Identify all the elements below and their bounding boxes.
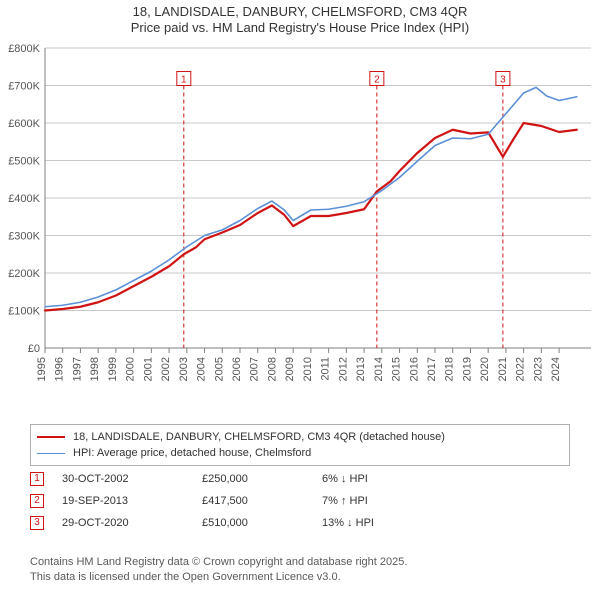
svg-text:£0: £0 (28, 343, 40, 355)
svg-text:1998: 1998 (89, 357, 101, 381)
sale-price: £510,000 (202, 512, 322, 534)
svg-text:1996: 1996 (54, 357, 66, 381)
legend-swatch (37, 453, 65, 454)
title-subtitle: Price paid vs. HM Land Registry's House … (0, 20, 600, 36)
svg-text:£100K: £100K (8, 306, 40, 318)
svg-text:2019: 2019 (461, 357, 473, 381)
sale-marker-badge: 3 (30, 516, 44, 530)
line-chart-svg: £0 £100K £200K £300K £400K £500K £600K £700K £80… (0, 40, 600, 420)
sale-date: 30-OCT-2002 (62, 468, 202, 490)
legend-swatch (37, 436, 65, 438)
svg-text:2013: 2013 (355, 357, 367, 381)
svg-text:2003: 2003 (178, 357, 190, 381)
svg-text:2007: 2007 (249, 357, 261, 381)
svg-text:2015: 2015 (391, 357, 403, 381)
svg-text:2008: 2008 (266, 357, 278, 381)
title-address: 18, LANDISDALE, DANBURY, CHELMSFORD, CM3… (0, 4, 600, 20)
sale-delta: 7% ↑ HPI (322, 490, 462, 512)
sale-delta: 6% ↓ HPI (322, 468, 462, 490)
legend: 18, LANDISDALE, DANBURY, CHELMSFORD, CM3… (30, 424, 570, 466)
license-line-1: Contains HM Land Registry data © Crown c… (30, 555, 570, 569)
license-line-2: This data is licensed under the Open Gov… (30, 570, 570, 584)
sales-table: 1 30-OCT-2002£250,0006% ↓ HPI 2 19-SEP-2013… (30, 468, 570, 534)
svg-text:3: 3 (500, 75, 506, 86)
svg-text:2020: 2020 (479, 357, 491, 381)
svg-text:£500K: £500K (8, 156, 40, 168)
svg-text:2024: 2024 (550, 357, 562, 381)
svg-text:2023: 2023 (532, 357, 544, 381)
svg-text:1999: 1999 (107, 357, 119, 381)
svg-text:2000: 2000 (125, 357, 137, 381)
sale-marker-badge: 1 (30, 472, 44, 486)
sale-price: £417,500 (202, 490, 322, 512)
svg-text:2004: 2004 (196, 357, 208, 381)
sale-price: £250,000 (202, 468, 322, 490)
chart-container: 18, LANDISDALE, DANBURY, CHELMSFORD, CM3… (0, 0, 600, 590)
chart-plot-area: £0 £100K £200K £300K £400K £500K £600K £700K £80… (0, 40, 600, 420)
svg-text:2011: 2011 (320, 357, 332, 381)
legend-item: 18, LANDISDALE, DANBURY, CHELMSFORD, CM3… (37, 429, 563, 445)
svg-text:2005: 2005 (213, 357, 225, 381)
svg-text:£800K: £800K (8, 43, 40, 55)
svg-text:2016: 2016 (408, 357, 420, 381)
svg-text:2009: 2009 (284, 357, 296, 381)
sale-row: 2 19-SEP-2013£417,5007% ↑ HPI (30, 490, 570, 512)
svg-text:2022: 2022 (515, 357, 527, 381)
sale-marker-badge: 2 (30, 494, 44, 508)
svg-text:2002: 2002 (160, 357, 172, 381)
svg-text:2012: 2012 (337, 357, 349, 381)
svg-text:£600K: £600K (8, 118, 40, 130)
svg-text:2021: 2021 (497, 357, 509, 381)
svg-text:2: 2 (374, 75, 380, 86)
legend-label: 18, LANDISDALE, DANBURY, CHELMSFORD, CM3… (73, 429, 445, 445)
svg-text:£200K: £200K (8, 268, 40, 280)
svg-text:1995: 1995 (36, 357, 48, 381)
svg-text:£300K: £300K (8, 231, 40, 243)
svg-text:2014: 2014 (373, 357, 385, 381)
svg-text:2010: 2010 (302, 357, 314, 381)
svg-text:£400K: £400K (8, 193, 40, 205)
svg-text:£700K: £700K (8, 81, 40, 93)
sale-row: 3 29-OCT-2020£510,00013% ↓ HPI (30, 512, 570, 534)
legend-item: HPI: Average price, detached house, Chel… (37, 445, 563, 461)
legend-label: HPI: Average price, detached house, Chel… (73, 445, 311, 461)
sale-date: 29-OCT-2020 (62, 512, 202, 534)
svg-text:2018: 2018 (444, 357, 456, 381)
license-text: Contains HM Land Registry data © Crown c… (30, 555, 570, 584)
svg-text:1997: 1997 (71, 357, 83, 381)
svg-text:2006: 2006 (231, 357, 243, 381)
svg-text:2001: 2001 (142, 357, 154, 381)
svg-text:2017: 2017 (426, 357, 438, 381)
sale-row: 1 30-OCT-2002£250,0006% ↓ HPI (30, 468, 570, 490)
sale-date: 19-SEP-2013 (62, 490, 202, 512)
chart-titles: 18, LANDISDALE, DANBURY, CHELMSFORD, CM3… (0, 0, 600, 37)
sale-delta: 13% ↓ HPI (322, 512, 462, 534)
svg-text:1: 1 (181, 75, 187, 86)
